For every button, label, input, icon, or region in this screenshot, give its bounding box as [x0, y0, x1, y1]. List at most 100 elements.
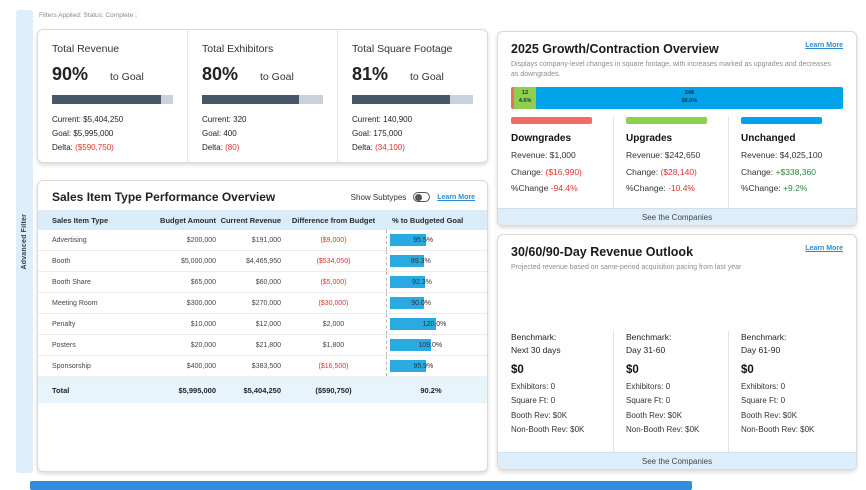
pct-bar: [390, 234, 427, 246]
cell-type: Posters: [52, 341, 76, 349]
cell-budget: $400,000: [186, 362, 216, 370]
col-pchange: %Change -94.4%: [511, 183, 578, 194]
growth-col-downgrades: Downgrades Revenue: $1,000 Change: ($16,…: [511, 116, 613, 209]
horizontal-scrollbar[interactable]: [30, 481, 692, 490]
cell-diff: $2,000: [322, 320, 345, 328]
segment-unchanged[interactable]: 248 95.0%: [535, 86, 843, 109]
table-row[interactable]: Booth $5,000,000 $4,465,950 ($534,050) 8…: [38, 251, 487, 272]
pct-bar: [390, 360, 427, 372]
pct-label: 92.3%: [412, 278, 432, 286]
column-header: Current Revenue: [220, 215, 281, 225]
benchmark-period: Day 31-60: [626, 344, 666, 355]
outlook-see-companies-button[interactable]: See the Companies: [498, 452, 856, 469]
kpi-percent: 81%: [352, 64, 389, 84]
cell-budget: $300,000: [186, 299, 216, 307]
cell-budget: $65,000: [190, 278, 216, 286]
filters-applied-text: Filters Applied: Status: Complete ;: [39, 12, 137, 19]
cell-diff: ($5,000): [320, 278, 347, 286]
cell-type: Booth: [52, 257, 71, 265]
toggle-knob: [415, 193, 423, 201]
pct-bar: [390, 339, 432, 351]
col-heading: Unchanged: [741, 132, 796, 144]
table-total-row: Total $5,995,000 $5,404,250 ($590,750) 9…: [38, 377, 487, 403]
table-row[interactable]: Posters $20,000 $21,800 $1,800 109.0%: [38, 335, 487, 356]
downgrades-color-bar: [511, 116, 592, 124]
kpi-goal: Goal: 400: [202, 129, 237, 138]
kpi-current: Current: 140,900: [352, 115, 413, 124]
total-label: Total: [52, 385, 70, 395]
advanced-filter-tab[interactable]: Advanced Filter: [16, 10, 33, 473]
pct-bar: [390, 276, 426, 288]
kpi-to-goal-label: to Goal: [410, 71, 444, 83]
outlook-col-30: Benchmark: Next 30 days $0 Exhibitors: 0 …: [511, 331, 613, 453]
cell-budget: $5,000,000: [180, 257, 216, 265]
pct-bar: [390, 297, 425, 309]
kpi-delta: Delta: (34,100): [352, 143, 405, 152]
kpi-title: Total Revenue: [52, 43, 120, 55]
kpi-total-square-footage: Total Square Footage 81% to Goal Current…: [337, 30, 487, 162]
kpi-percent: 90%: [52, 64, 89, 84]
table-title: Sales Item Type Performance Overview: [52, 190, 276, 204]
benchmark-label: Benchmark: Next 30 days: [511, 331, 561, 355]
table-row[interactable]: Penalty $10,000 $12,000 $2,000 120.0%: [38, 314, 487, 335]
column-header: Sales Item Type: [52, 215, 109, 225]
cell-type: Penalty: [52, 320, 76, 328]
outlook-title: 30/60/90-Day Revenue Outlook: [511, 245, 694, 259]
col-revenue: Revenue: $1,000: [511, 150, 576, 161]
cell-diff: $1,800: [322, 341, 345, 349]
outlook-col-90: Benchmark: Day 61-90 $0 Exhibitors: 0 Squ…: [728, 330, 843, 453]
benchmark-period: Day 61-90: [741, 344, 781, 355]
cell-diff: ($16,500): [318, 362, 349, 370]
table-row[interactable]: Advertising $200,000 $191,000 ($9,000) 9…: [38, 230, 487, 251]
cell-revenue: $383,500: [251, 362, 281, 370]
kpi-goal: Goal: $5,995,000: [52, 129, 114, 138]
cell-type: Booth Share: [52, 278, 91, 286]
show-subtypes-toggle[interactable]: [413, 192, 431, 202]
table-row[interactable]: Sponsorship $400,000 $383,500 ($16,500) …: [38, 356, 487, 377]
pct-label: 89.3%: [410, 257, 431, 265]
table-row[interactable]: Meeting Room $300,000 $270,000 ($30,000)…: [38, 293, 487, 314]
col-pchange: %Change: -10.4%: [626, 183, 695, 194]
total-pct: 90.2%: [420, 385, 442, 395]
outlook-col-60: Benchmark: Day 31-60 $0 Exhibitors: 0 Squ…: [613, 330, 728, 453]
cell-type: Sponsorship: [52, 362, 91, 370]
kpi-delta-value: (80): [225, 143, 240, 152]
growth-learn-more-link[interactable]: Learn More: [805, 42, 843, 49]
sales-performance-card: Sales Item Type Performance Overview Sho…: [37, 180, 488, 472]
kpi-delta: Delta: ($590,750): [52, 143, 114, 152]
col-revenue: Revenue: $242,650: [626, 150, 701, 161]
cell-revenue: $60,000: [255, 278, 281, 286]
kpi-progress-bar: [52, 95, 173, 104]
cell-revenue: $270,000: [251, 299, 281, 307]
segment-count: 12: [522, 90, 529, 97]
benchmark-square-ft: Square Ft: 0: [741, 396, 786, 406]
benchmark-exhibitors: Exhibitors: 0: [511, 381, 556, 391]
col-pchange: %Change: +9.2%: [741, 183, 808, 194]
table-learn-more-link[interactable]: Learn More: [437, 193, 475, 201]
segment-count: 248: [684, 90, 695, 97]
kpi-progress-fill: [202, 95, 299, 104]
benchmark-non-booth-rev: Non-Booth Rev: $0K: [626, 425, 700, 435]
growth-see-companies-button[interactable]: See the Companies: [498, 208, 856, 225]
table-row[interactable]: Booth Share $65,000 $60,000 ($5,000) 92.…: [38, 272, 487, 293]
benchmark-period: Next 30 days: [511, 344, 561, 355]
outlook-learn-more-link[interactable]: Learn More: [805, 245, 843, 252]
pct-bar: [390, 318, 436, 330]
cell-revenue: $21,800: [255, 341, 281, 349]
segment-downgrades[interactable]: [511, 86, 515, 109]
kpi-delta-value: (34,100): [375, 143, 405, 152]
cell-diff: ($534,050): [316, 257, 351, 265]
total-diff: ($590,750): [315, 385, 352, 395]
growth-contraction-card: 2025 Growth/Contraction Overview Learn M…: [497, 31, 857, 226]
cell-type: Meeting Room: [52, 299, 98, 307]
kpi-to-goal-label: to Goal: [260, 71, 294, 83]
show-subtypes-label: Show Subtypes: [350, 192, 407, 202]
pct-label: 109.0%: [418, 341, 443, 349]
cell-revenue: $191,000: [251, 236, 281, 244]
cell-budget: $20,000: [190, 341, 216, 349]
benchmark-exhibitors: Exhibitors: 0: [741, 381, 786, 391]
segment-upgrades[interactable]: 12 4.6%: [514, 86, 536, 109]
pct-label: 120.0%: [422, 320, 447, 328]
revenue-outlook-card: 30/60/90-Day Revenue Outlook Learn More …: [497, 234, 857, 470]
growth-description: Displays company-level changes in square…: [511, 61, 831, 78]
